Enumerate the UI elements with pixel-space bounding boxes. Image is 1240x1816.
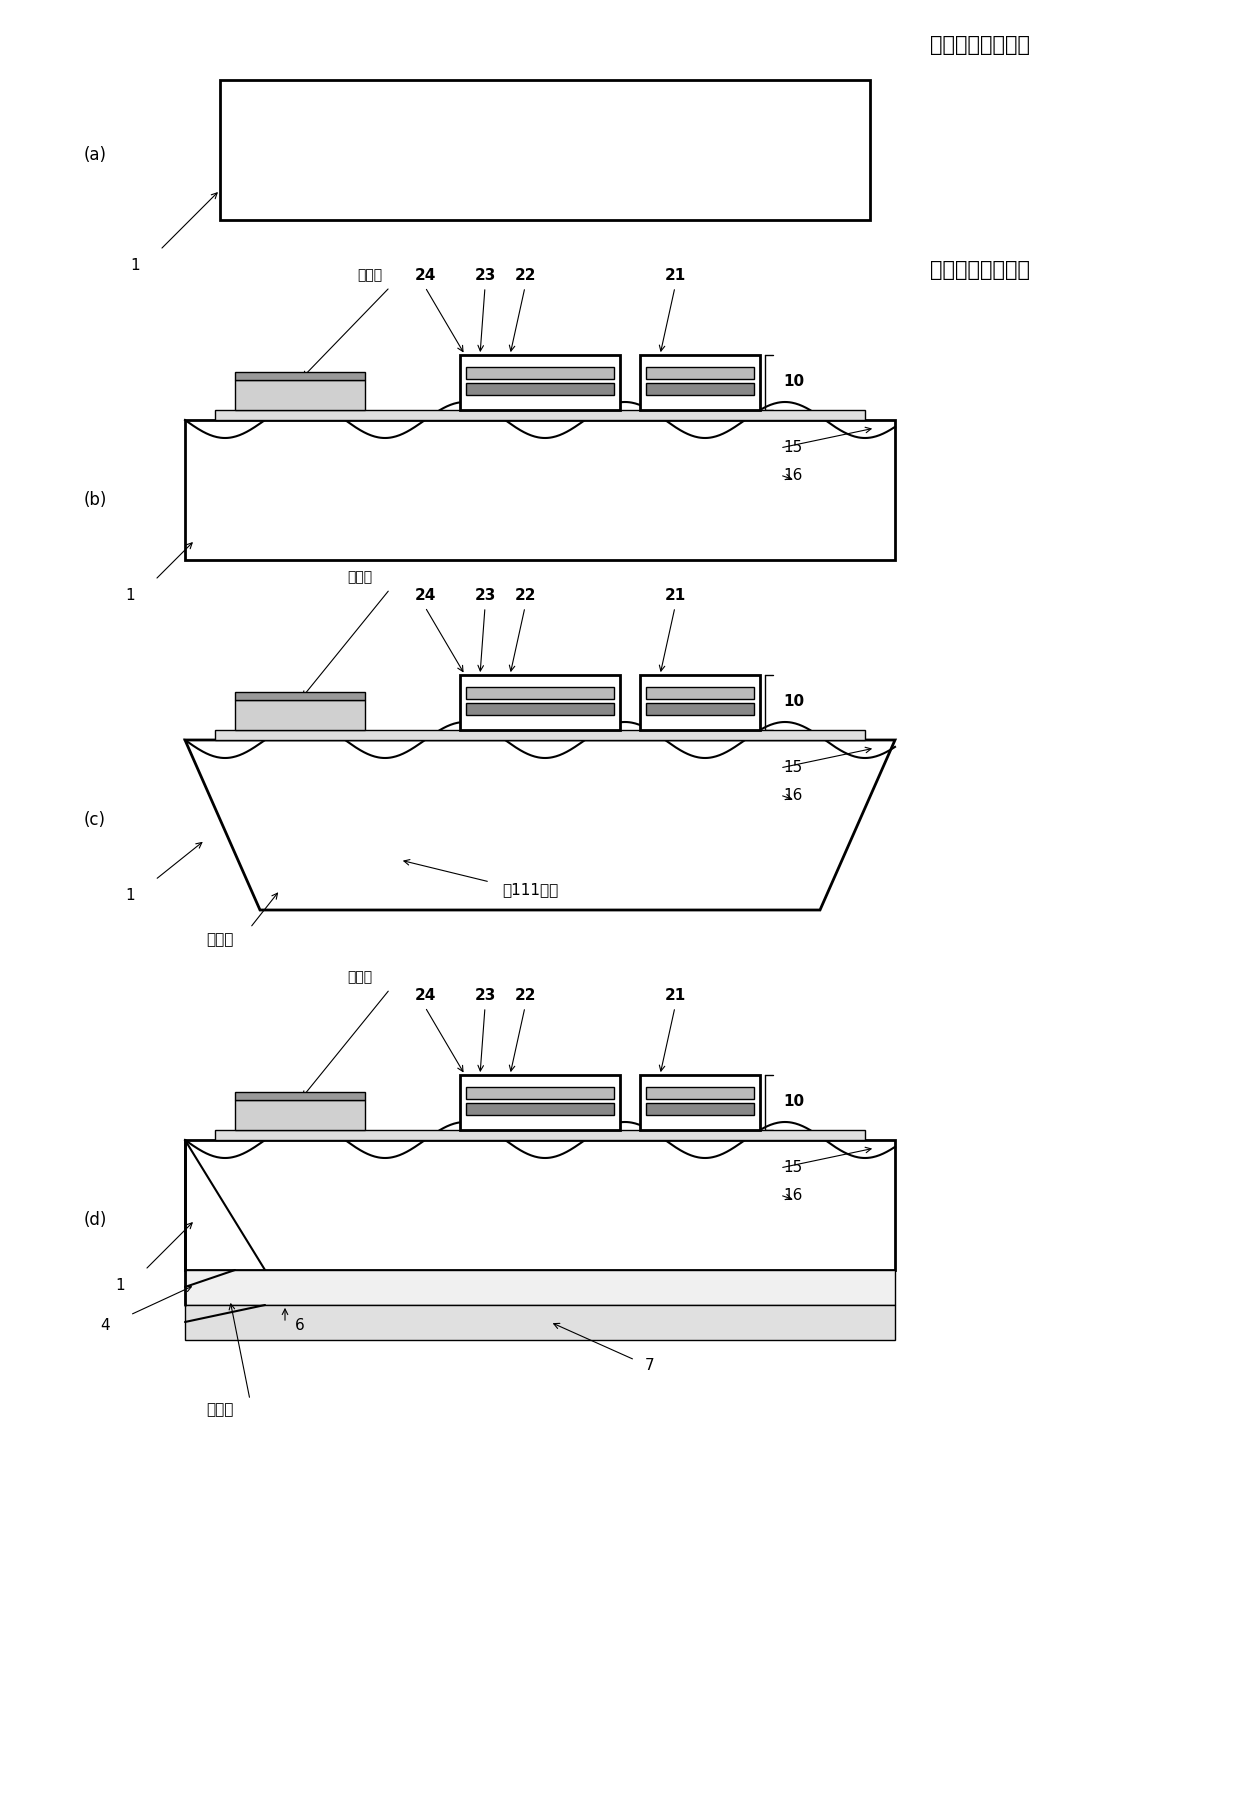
Bar <box>466 1088 614 1099</box>
Text: 10: 10 <box>782 694 804 710</box>
Bar <box>646 383 754 396</box>
Text: (a): (a) <box>83 145 107 163</box>
Bar <box>185 1140 895 1269</box>
Text: 22: 22 <box>515 588 536 603</box>
Text: 10: 10 <box>782 374 804 389</box>
Bar <box>236 372 365 380</box>
Text: 1: 1 <box>125 888 135 903</box>
Text: 集电极侧（背面）: 集电极侧（背面） <box>930 260 1030 280</box>
Bar <box>215 1130 866 1140</box>
Bar <box>236 692 365 699</box>
Bar <box>466 1102 614 1115</box>
Text: 24: 24 <box>414 588 435 603</box>
Text: 22: 22 <box>515 988 536 1002</box>
Text: 发射极侧（表面）: 发射极侧（表面） <box>930 35 1030 54</box>
Text: 15: 15 <box>782 761 802 775</box>
Bar <box>646 367 754 380</box>
Text: 1: 1 <box>125 588 135 603</box>
Text: 10: 10 <box>782 1095 804 1110</box>
Text: 23: 23 <box>475 267 496 283</box>
Bar <box>646 703 754 716</box>
Text: 16: 16 <box>782 788 802 803</box>
Text: 絶縁膜: 絶縁膜 <box>357 269 383 281</box>
Bar <box>466 383 614 396</box>
Bar <box>460 1075 620 1130</box>
Bar <box>640 354 760 410</box>
Text: 16: 16 <box>782 467 802 483</box>
Bar <box>236 1091 365 1100</box>
Text: 15: 15 <box>782 1160 802 1175</box>
Text: 21: 21 <box>665 267 686 283</box>
Bar <box>185 1269 895 1306</box>
Text: 24: 24 <box>414 267 435 283</box>
Bar <box>236 699 365 730</box>
Text: 絶縁膜: 絶縁膜 <box>347 570 372 585</box>
Bar <box>236 1100 365 1130</box>
Bar <box>460 354 620 410</box>
Bar <box>640 676 760 730</box>
Text: 15: 15 <box>782 441 802 456</box>
Text: 4: 4 <box>100 1317 110 1333</box>
Text: 21: 21 <box>665 988 686 1002</box>
Text: 錐形沟: 錐形沟 <box>206 932 233 948</box>
Bar <box>185 1306 895 1340</box>
Text: 7: 7 <box>645 1358 655 1373</box>
Text: 24: 24 <box>414 988 435 1002</box>
Bar <box>466 686 614 699</box>
Text: 23: 23 <box>475 988 496 1002</box>
Text: (d): (d) <box>83 1211 107 1229</box>
Bar <box>466 367 614 380</box>
Bar <box>215 730 866 739</box>
Text: 錐形沟: 錐形沟 <box>206 1402 233 1418</box>
Bar <box>460 676 620 730</box>
Text: 1: 1 <box>115 1277 125 1293</box>
Text: 23: 23 <box>475 588 496 603</box>
Text: 6: 6 <box>295 1317 305 1333</box>
Polygon shape <box>185 739 895 910</box>
Bar <box>646 686 754 699</box>
Text: (c): (c) <box>84 812 105 828</box>
Bar <box>219 80 870 220</box>
Text: 21: 21 <box>665 588 686 603</box>
Bar <box>185 419 895 559</box>
Bar <box>466 703 614 716</box>
Text: 絶縁膜: 絶縁膜 <box>347 970 372 984</box>
Bar <box>640 1075 760 1130</box>
Text: 22: 22 <box>515 267 536 283</box>
Text: （111）面: （111）面 <box>502 883 558 897</box>
Bar <box>646 1088 754 1099</box>
Bar <box>646 1102 754 1115</box>
Text: (b): (b) <box>83 490 107 508</box>
Bar <box>215 410 866 419</box>
Text: 1: 1 <box>130 258 140 272</box>
Bar <box>236 380 365 410</box>
Text: 16: 16 <box>782 1188 802 1202</box>
